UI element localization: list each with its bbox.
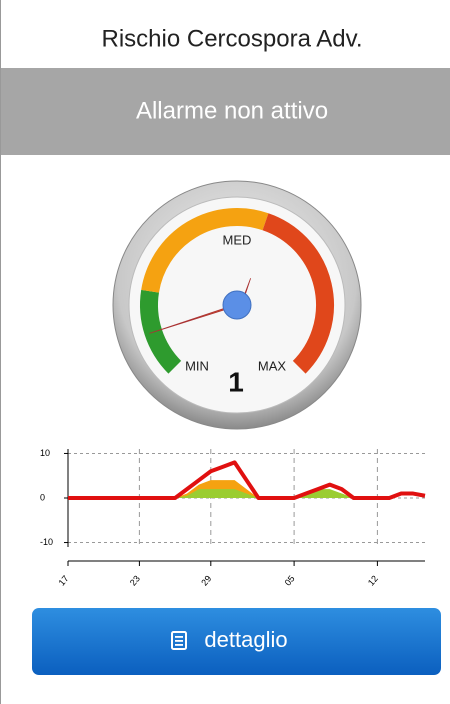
x-tick-label: 29: [199, 574, 213, 588]
line-chart: -10 0 10 17 23 29 05 12: [40, 448, 425, 588]
gauge-hub: [223, 291, 251, 319]
gauge-value: 1: [228, 366, 244, 397]
title: Rischio Cercospora Adv.: [102, 25, 363, 52]
widget: Rischio Cercospora Adv. Allarme non atti…: [0, 0, 450, 704]
y-tick-label: -10: [40, 537, 53, 547]
alarm-text: Allarme non attivo: [136, 97, 328, 124]
detail-button-label[interactable]: dettaglio: [204, 627, 287, 652]
x-tick-label: 12: [366, 574, 380, 588]
x-tick-label: 23: [128, 574, 142, 588]
x-tick-label: 05: [283, 574, 297, 588]
gauge-min-label: MIN: [185, 358, 209, 373]
y-tick-label: 10: [40, 448, 50, 458]
gauge-med-label: MED: [223, 232, 252, 247]
y-tick-label: 0: [40, 492, 45, 502]
gauge: MIN MED MAX 1: [113, 181, 361, 429]
x-tick-label: 17: [56, 574, 70, 588]
gauge-max-label: MAX: [258, 358, 287, 373]
